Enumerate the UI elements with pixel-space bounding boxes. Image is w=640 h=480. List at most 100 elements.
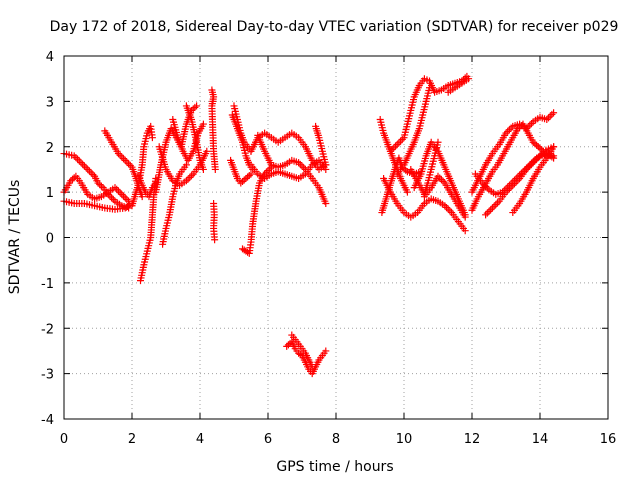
y-tick-label: -4 [41, 413, 54, 428]
data-point [138, 193, 146, 201]
data-point [266, 165, 274, 173]
data-point [390, 144, 398, 152]
data-point [485, 207, 493, 215]
data-point [108, 194, 116, 202]
data-point [524, 164, 532, 172]
x-tick-label: 4 [196, 432, 204, 447]
data-point [550, 109, 558, 117]
data-point [322, 161, 330, 169]
x-axis-label: GPS time / hours [276, 459, 393, 475]
data-point [509, 181, 517, 189]
data-point [189, 105, 197, 113]
data-point [388, 146, 396, 154]
data-point [300, 164, 308, 172]
data-point [111, 184, 119, 192]
data-point [240, 176, 248, 184]
data-point [441, 202, 449, 210]
data-point [67, 177, 75, 185]
data-point [526, 162, 534, 170]
data-point [82, 164, 90, 172]
data-point [522, 125, 530, 133]
data-point [116, 189, 124, 197]
data-point [237, 179, 245, 187]
x-tick-label: 14 [532, 432, 549, 447]
y-tick-label: -1 [41, 277, 54, 292]
data-point [125, 160, 133, 168]
data-point [123, 158, 131, 166]
data-point [487, 206, 495, 214]
data-point [199, 120, 207, 128]
data-point [531, 140, 539, 148]
data-point [121, 156, 129, 164]
data-point [550, 143, 558, 151]
data-point [80, 162, 88, 170]
data-point [529, 159, 537, 167]
data-point [443, 203, 450, 211]
data-point [121, 194, 129, 202]
data-point [492, 201, 500, 209]
data-point [84, 165, 92, 173]
data-point [296, 160, 304, 168]
data-point [75, 157, 83, 165]
data-point [426, 84, 433, 92]
data-point [322, 199, 330, 207]
data-point [437, 176, 445, 184]
data-point [504, 186, 512, 194]
chart-title: Day 172 of 2018, Sidereal Day-to-day VTE… [50, 19, 619, 35]
data-point [507, 183, 515, 191]
data-point [434, 138, 442, 146]
data-point [536, 144, 544, 152]
y-tick-labels: -4 -3 -2 -1 0 1 2 3 4 [41, 50, 54, 428]
data-point [191, 103, 199, 111]
data-point [504, 127, 512, 135]
data-point [96, 181, 104, 189]
data-point [483, 184, 491, 192]
data-point [211, 165, 219, 173]
data-point [239, 178, 246, 186]
data-point [182, 161, 190, 169]
data-point [526, 121, 534, 129]
data-point [403, 188, 411, 196]
data-point [402, 166, 410, 174]
data-point [186, 173, 194, 181]
x-tick-label: 10 [396, 432, 413, 447]
data-point [436, 174, 444, 182]
y-tick-label: 0 [46, 232, 54, 247]
data-point [86, 167, 93, 175]
data-point [188, 172, 195, 180]
data-point [461, 213, 469, 221]
data-point [505, 185, 513, 193]
data-point [397, 137, 405, 145]
data-point [533, 155, 541, 163]
data-point [298, 162, 306, 170]
data-point [528, 119, 535, 127]
data-point [398, 135, 406, 143]
data-point [74, 155, 82, 163]
data-point [531, 157, 539, 165]
data-point [79, 160, 87, 168]
data-point [283, 342, 291, 350]
data-point [203, 147, 211, 155]
data-point [533, 141, 541, 149]
data-point [70, 152, 78, 160]
y-tick-label: 1 [46, 186, 54, 201]
data-point [488, 204, 496, 212]
data-point [483, 209, 491, 217]
data-point [439, 177, 447, 185]
data-point [434, 172, 442, 180]
data-point [89, 171, 97, 179]
data-point [211, 236, 219, 244]
data-point [77, 159, 85, 167]
data-point [114, 150, 122, 158]
data-point [522, 165, 530, 173]
data-point [120, 155, 127, 163]
y-tick-label: 4 [46, 50, 54, 65]
data-point [244, 173, 252, 181]
x-tick-label: 12 [464, 432, 481, 447]
data-point [322, 347, 330, 355]
data-point [461, 227, 469, 235]
data-point [482, 211, 490, 219]
data-point [543, 116, 551, 124]
data-point [534, 143, 542, 151]
